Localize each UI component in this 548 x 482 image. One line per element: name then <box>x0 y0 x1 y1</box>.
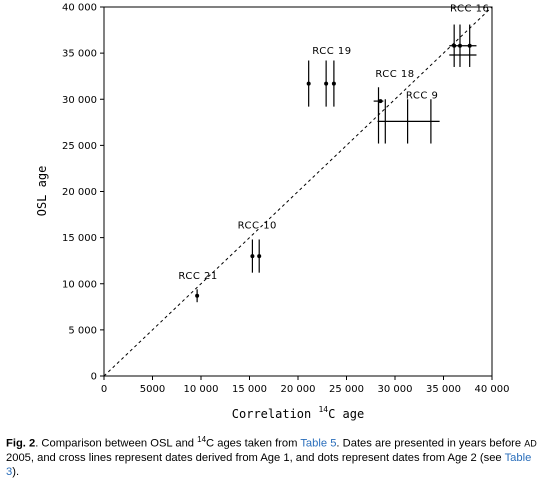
chart: 0 5000 10 000 15 000 20 000 25 000 30 000 35 00… <box>35 3 510 422</box>
point-label: RCC 16 <box>450 4 489 15</box>
y-tick-label: 15 000 <box>62 233 97 244</box>
y-tick-label: 5 000 <box>68 325 97 336</box>
dot-mark <box>306 81 311 86</box>
point-label: RCC 9 <box>406 90 438 101</box>
dot-mark <box>331 81 336 86</box>
table-3-link[interactable]: Table 3 <box>6 451 532 478</box>
y-tick-label: 0 <box>91 372 97 383</box>
x-tick-label: 0 <box>101 384 107 395</box>
dot-mark <box>257 254 262 259</box>
dot-mark <box>195 293 200 298</box>
x-tick-label: 35 000 <box>426 384 461 395</box>
y-tick-label: 35 000 <box>62 49 97 60</box>
x-tick-label: 40 000 <box>475 384 510 395</box>
data-marks <box>195 24 477 303</box>
dot-mark <box>452 43 457 48</box>
x-tick-label: 15 000 <box>232 384 267 395</box>
dot-mark <box>378 99 383 104</box>
dot-mark <box>457 43 462 48</box>
x-axis-title: Correlation 14C age <box>232 405 364 421</box>
reference-line <box>103 6 493 377</box>
point-labels: RCC 21 RCC 10 RCC 19 RCC 18 RCC 9 RCC 16 <box>178 4 489 283</box>
y-tick-label: 25 000 <box>62 141 97 152</box>
dot-mark <box>324 81 329 86</box>
y-axis-title: OSL age <box>35 166 49 217</box>
table-5-link[interactable]: Table 5 <box>300 437 337 450</box>
dot-mark <box>250 254 255 259</box>
point-label: RCC 18 <box>375 69 414 80</box>
y-tick-label: 30 000 <box>62 95 97 106</box>
y-tick-label: 40 000 <box>62 3 97 14</box>
point-label: RCC 10 <box>238 220 277 231</box>
y-axis: 0 5 000 10 000 15 000 20 000 25 000 30 000 35 0… <box>62 3 104 383</box>
x-tick-label: 5000 <box>140 384 165 395</box>
figure-label: Fig. 2 <box>6 437 36 450</box>
point-label: RCC 21 <box>178 271 217 282</box>
x-tick-label: 25 000 <box>329 384 364 395</box>
x-tick-label: 30 000 <box>378 384 413 395</box>
point-label: RCC 19 <box>312 46 351 57</box>
dot-mark <box>467 43 472 48</box>
x-axis: 0 5000 10 000 15 000 20 000 25 000 30 000 35 00… <box>101 376 510 395</box>
y-tick-label: 10 000 <box>62 279 97 290</box>
y-tick-label: 20 000 <box>62 187 97 198</box>
x-tick-label: 20 000 <box>281 384 316 395</box>
x-tick-label: 10 000 <box>184 384 219 395</box>
figure-caption: Fig. 2. Comparison between OSL and 14C a… <box>6 435 537 478</box>
